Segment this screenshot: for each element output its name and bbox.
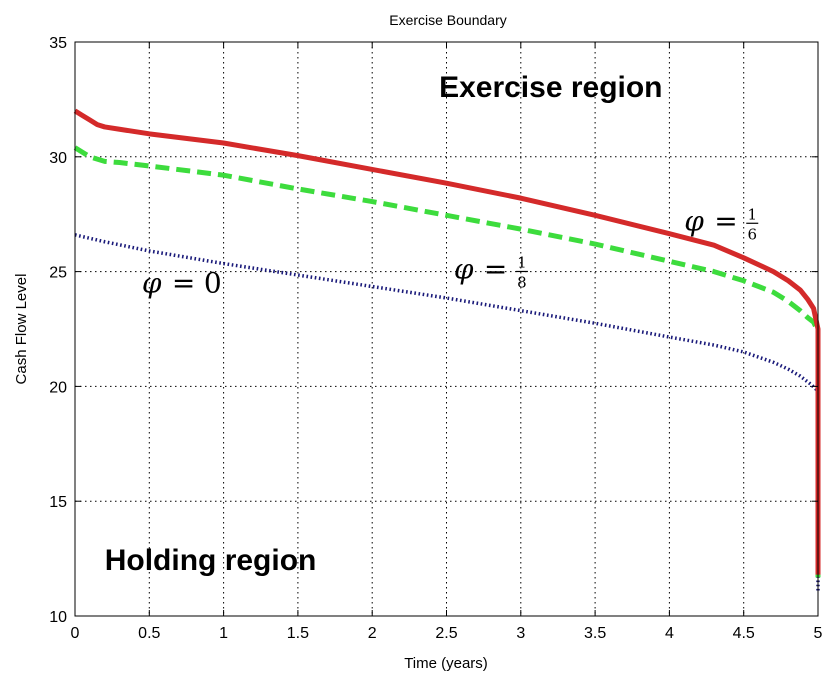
x-tick-label: 0.5: [138, 625, 160, 642]
y-tick-label: 35: [49, 35, 67, 52]
y-tick-label: 10: [49, 609, 67, 626]
x-tick-label: 4.5: [733, 625, 755, 642]
series-group: [73, 108, 821, 594]
fraction-numerator: 1: [747, 205, 757, 223]
x-axis-label: Time (years): [404, 655, 488, 672]
y-tick-label: 25: [49, 265, 67, 282]
phi-symbol: φ: [684, 204, 704, 237]
x-tick-label: 3: [516, 625, 525, 642]
fraction-denominator: 6: [747, 225, 757, 243]
y-tick-label: 20: [49, 379, 67, 396]
annotation-group: Exercise region Holding region φ = 1 6 φ = 1 8 φ = 0: [105, 71, 759, 577]
fraction-denominator: 8: [517, 273, 527, 291]
phi-value: 0: [204, 266, 222, 299]
y-tick-label: 15: [49, 494, 67, 511]
series-line-0: [73, 108, 821, 575]
series-line-2: [74, 233, 820, 594]
holding-region-label: Holding region: [105, 544, 317, 577]
x-tick-label: 0: [71, 625, 80, 642]
x-tick-label: 3.5: [584, 625, 606, 642]
chart-title: Exercise Boundary: [389, 12, 507, 28]
series-line-1: [73, 145, 821, 582]
x-tick-label: 2.5: [435, 625, 457, 642]
equals-sign: =: [172, 266, 195, 299]
grid-lines: [75, 42, 818, 616]
equals-sign: =: [484, 252, 507, 285]
exercise-region-label: Exercise region: [439, 71, 662, 104]
curve-label-phi-0: φ = 1 6: [684, 204, 759, 243]
phi-symbol: φ: [454, 252, 474, 285]
x-tick-label: 1: [219, 625, 228, 642]
x-tick-label: 1.5: [287, 625, 309, 642]
curve-label-phi-1: φ = 1 8: [454, 252, 528, 291]
x-tick-label: 4: [665, 625, 674, 642]
x-tick-label: 5: [814, 625, 822, 642]
x-tick-label: 2: [368, 625, 377, 642]
curve-label-phi-2: φ = 0: [142, 266, 222, 299]
y-axis-label: Cash Flow Level: [13, 274, 30, 385]
phi-symbol: φ: [142, 266, 162, 299]
equals-sign: =: [714, 204, 737, 237]
fraction-numerator: 1: [517, 253, 527, 271]
y-tick-label: 30: [49, 150, 67, 167]
